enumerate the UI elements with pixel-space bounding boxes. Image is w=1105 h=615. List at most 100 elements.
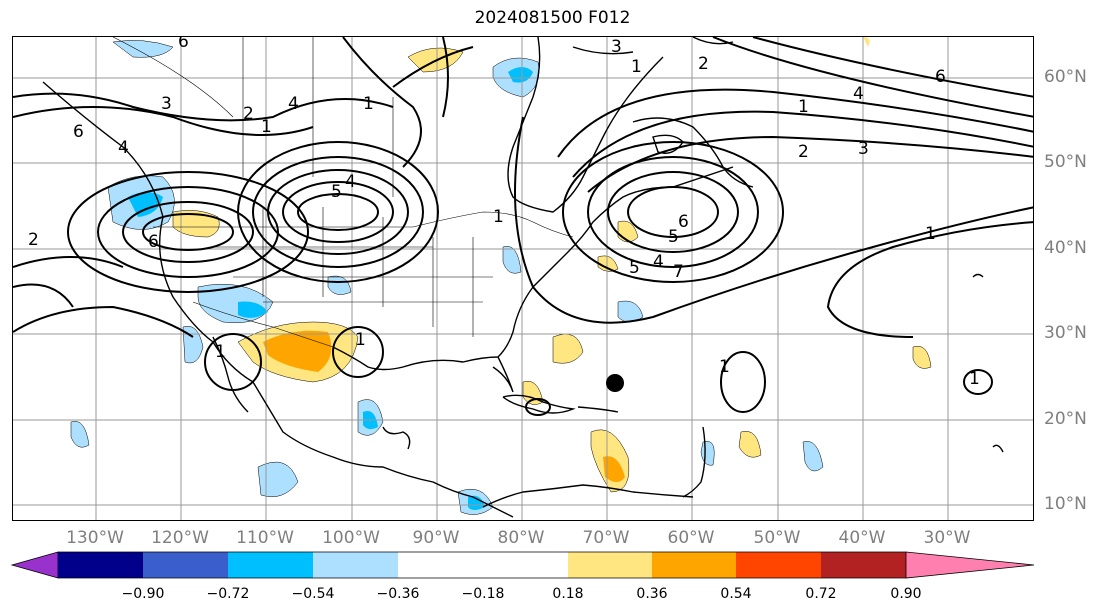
lon-label: 30°W [923, 528, 971, 548]
colorbar-tick: −0.18 [461, 586, 505, 602]
colorbar-segment [398, 552, 568, 578]
colorbar-segment [313, 552, 398, 578]
shade-blob [508, 67, 533, 83]
contour-label: 1 [355, 330, 366, 350]
contour-label: 4 [345, 172, 356, 192]
contour-label: 2 [28, 230, 39, 250]
contour-label: 1 [969, 369, 980, 389]
colorbar-tick: 0.72 [805, 586, 837, 602]
shade-blob [172, 210, 220, 238]
colorbar-segment [58, 552, 143, 578]
lon-label: 90°W [412, 528, 460, 548]
colorbar-segment [568, 552, 652, 578]
contour-label: 6 [148, 232, 159, 252]
lon-label: 70°W [582, 528, 630, 548]
contour-label: 6 [678, 212, 689, 232]
shade-blob [617, 300, 644, 323]
lat-label: 60°N [1044, 67, 1087, 87]
shade-blob [700, 441, 715, 466]
colorbar [10, 551, 1035, 579]
contour-label: 3 [611, 37, 622, 57]
colorbar-tick: −0.54 [291, 586, 335, 602]
colorbar-tick: −0.36 [376, 586, 420, 602]
colorbar-tick: −0.90 [121, 586, 165, 602]
shade-blob [468, 495, 485, 510]
contour-label: 2 [798, 142, 809, 162]
shade-blob [128, 192, 163, 217]
contour-label: 4 [288, 94, 299, 114]
lat-label: 10°N [1044, 494, 1087, 514]
colorbar-segment [736, 552, 821, 578]
map-title: 2024081500 F012 [474, 8, 631, 28]
colorbar-tick: 0.90 [890, 586, 922, 602]
colorbar-segment [10, 551, 59, 579]
lon-label: 110°W [236, 528, 294, 548]
contour-label: 6 [935, 67, 946, 87]
shade-blob [863, 37, 870, 47]
colorbar-segment [905, 551, 1035, 579]
contour-label: 1 [925, 224, 936, 244]
contour-label: 1 [798, 97, 809, 117]
contour-label: 5 [629, 258, 640, 278]
lon-label: 80°W [497, 528, 545, 548]
lat-label: 40°N [1044, 238, 1087, 258]
colorbar-segment [143, 552, 228, 578]
contour-label: 7 [673, 262, 684, 282]
map-panel: 6 3 2 1 4 1 5 4 6 2 6 1 1 1 3 1 2 4 6 1 … [12, 36, 1034, 521]
contour-label: 2 [243, 104, 254, 124]
colorbar-segment [652, 552, 736, 578]
colorbar-tick: 0.18 [552, 586, 584, 602]
lon-label: 50°W [753, 528, 801, 548]
shade-blob [552, 333, 584, 364]
contour-label: 4 [853, 84, 864, 104]
colorbar-segment [228, 552, 313, 578]
storm-center-marker [606, 374, 624, 392]
contour-label: 3 [858, 139, 869, 159]
lat-label: 30°N [1044, 323, 1087, 343]
lon-label: 130°W [66, 528, 124, 548]
borders [112, 37, 574, 348]
coastlines [42, 37, 1004, 518]
contour-label: 1 [261, 117, 272, 137]
contour-label: 5 [331, 182, 342, 202]
contour-label: 4 [653, 252, 664, 272]
lat-label: 20°N [1044, 409, 1087, 429]
shade-blob [617, 220, 639, 243]
shade-blob [112, 40, 174, 58]
colorbar-segment [821, 552, 906, 578]
shade-blob [197, 283, 274, 324]
lon-label: 40°W [838, 528, 886, 548]
lon-label: 120°W [151, 528, 209, 548]
colorbar-tick: 0.36 [636, 586, 668, 602]
lon-label: 100°W [322, 528, 380, 548]
shade-blob [597, 255, 619, 272]
lon-label: 60°W [667, 528, 715, 548]
colorbar-tick: −0.72 [206, 586, 250, 602]
contour-label: 6 [73, 122, 84, 142]
shade-blob [802, 441, 824, 472]
contour-label: 2 [698, 54, 709, 74]
map-canvas: 6 3 2 1 4 1 5 4 6 2 6 1 1 1 3 1 2 4 6 1 … [13, 37, 1033, 520]
shade-blob [327, 275, 352, 295]
contour-label: 3 [161, 94, 172, 114]
contour-label: 1 [493, 207, 504, 227]
contour-label: 1 [631, 57, 642, 77]
shade-blob [257, 461, 299, 498]
colorbar-tick: 0.54 [720, 586, 752, 602]
contour-label: 5 [668, 227, 679, 247]
shade-blob [238, 301, 268, 318]
contour-labels: 6 3 2 1 4 1 5 4 6 2 6 1 1 1 3 1 2 4 6 1 … [28, 37, 980, 389]
contour-label: 4 [118, 138, 129, 158]
shade-blob [603, 456, 625, 482]
shade-blob [70, 421, 90, 448]
shade-blob [502, 246, 522, 274]
lat-label: 50°N [1044, 152, 1087, 172]
contour-label: 1 [719, 357, 730, 377]
contour-label: 1 [215, 342, 226, 362]
contours [13, 37, 1033, 416]
shade-blob [738, 431, 762, 458]
shade-blob [912, 345, 932, 369]
contour-label: 6 [178, 37, 189, 52]
contour-label: 1 [363, 94, 374, 114]
shade-blob [182, 325, 204, 364]
